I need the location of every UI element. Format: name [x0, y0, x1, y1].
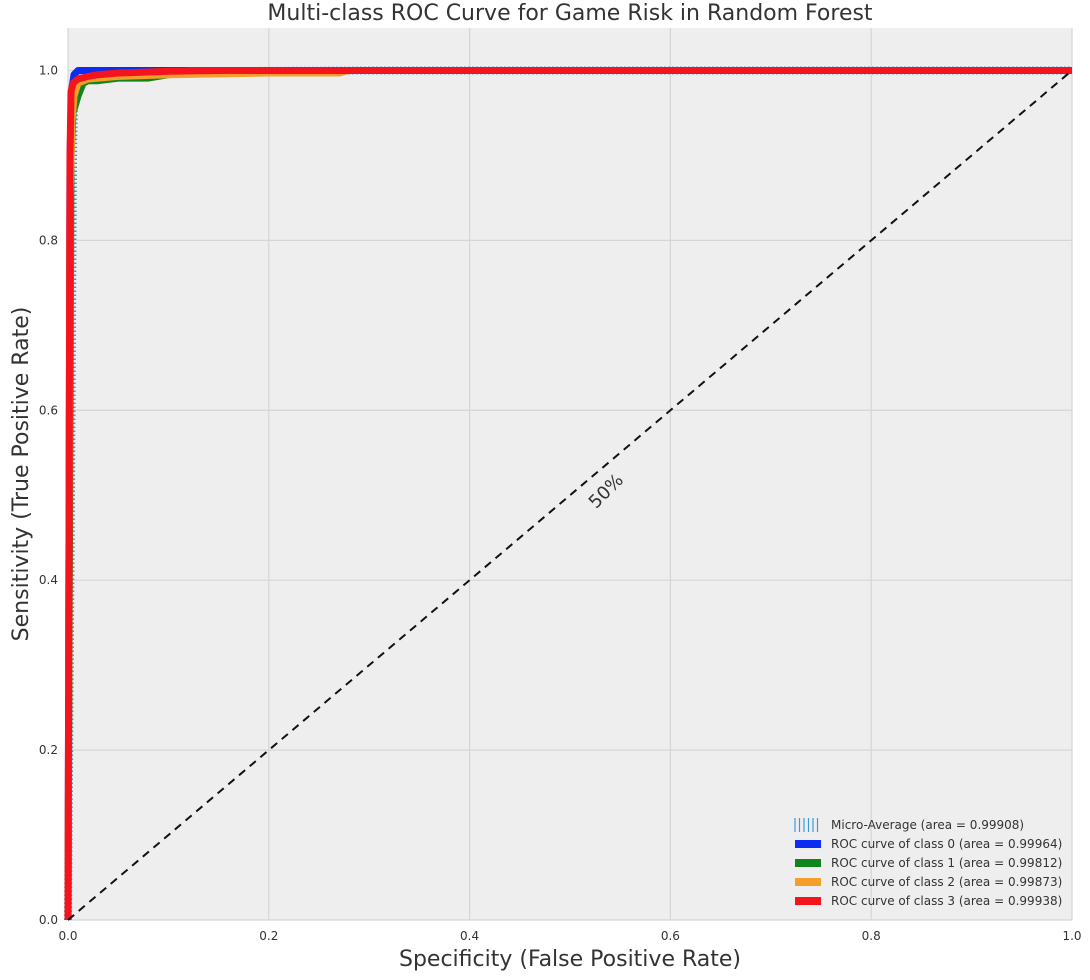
y-tick-label: 0.4: [39, 573, 58, 587]
y-tick-label: 1.0: [39, 63, 58, 77]
legend-label: ROC curve of class 1 (area = 0.99812): [831, 856, 1062, 870]
y-tick-label: 0.8: [39, 233, 58, 247]
x-tick-label: 0.8: [862, 929, 881, 943]
roc-curve-class-3: [64, 67, 1072, 921]
y-tick-label: 0.2: [39, 743, 58, 757]
x-tick-label: 0.4: [460, 929, 479, 943]
legend-swatch: [795, 859, 821, 867]
x-tick-label: 1.0: [1062, 929, 1081, 943]
y-tick-label: 0.0: [39, 913, 58, 927]
legend: Micro-Average (area = 0.99908) ROC curve …: [794, 818, 1062, 908]
legend-swatch: [795, 840, 821, 848]
legend-label: ROC curve of class 3 (area = 0.99938): [831, 894, 1062, 908]
x-tick-label: 0.6: [661, 929, 680, 943]
legend-label: Micro-Average (area = 0.99908): [831, 818, 1024, 832]
x-tick-label: 0.2: [259, 929, 278, 943]
y-tick-label: 0.6: [39, 403, 58, 417]
y-axis-title: Sensitivity (True Positive Rate): [9, 307, 34, 642]
x-axis-title: Specificity (False Positive Rate): [399, 947, 741, 972]
legend-label: ROC curve of class 0 (area = 0.99964): [831, 837, 1062, 851]
chart-title: Multi-class ROC Curve for Game Risk in R…: [267, 1, 873, 26]
legend-label: ROC curve of class 2 (area = 0.99873): [831, 875, 1062, 889]
x-tick-label: 0.0: [58, 929, 77, 943]
reference-diagonal-line: [67, 69, 1073, 921]
legend-swatch: [795, 878, 821, 886]
plot-background: [68, 28, 1072, 920]
legend-swatch: [795, 897, 821, 905]
